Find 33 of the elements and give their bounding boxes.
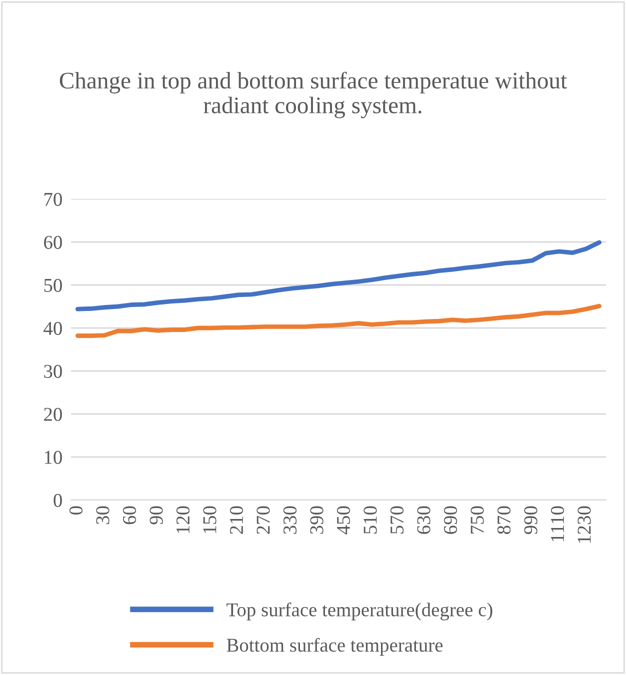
x-tick-label: 750	[470, 506, 484, 534]
x-tick-label: 30	[96, 506, 110, 524]
chart-title: Change in top and bottom surface temperatue without radiant cooling system.	[60, 72, 567, 118]
line-series	[75, 304, 602, 338]
legend-label: Bottom surface temperature	[226, 638, 443, 656]
y-tick-label: 30	[44, 364, 62, 378]
y-tick-label: 60	[44, 236, 62, 249]
x-tick-label: 330	[283, 506, 297, 534]
x-tick-label: 570	[390, 506, 404, 534]
x-tick-label: 990	[524, 506, 538, 534]
x-tick-label: 150	[203, 506, 216, 534]
x-tick-label: 870	[497, 506, 511, 534]
y-tick-label: 20	[44, 408, 62, 421]
x-tick-label: 1110	[550, 506, 564, 542]
x-tick-label: 510	[364, 506, 377, 534]
x-tick-label: 270	[256, 506, 270, 534]
y-tick-label: 10	[44, 450, 62, 464]
x-tick-label: 450	[336, 506, 350, 534]
x-tick-label: 60	[122, 506, 136, 524]
x-tick-label: 690	[444, 506, 458, 534]
x-tick-label: 1230	[578, 506, 591, 543]
x-tick-label: 390	[310, 506, 324, 534]
legend-label: Top surface temperature(degree c)	[226, 602, 492, 620]
x-tick-label: 120	[176, 506, 190, 534]
x-tick-label: 0	[69, 506, 83, 515]
x-tick-label: 90	[150, 506, 163, 524]
y-tick-label: 0	[54, 494, 62, 507]
x-tick-label: 630	[417, 506, 430, 534]
line-series	[75, 240, 602, 312]
y-tick-label: 50	[44, 278, 62, 292]
y-tick-label: 70	[44, 192, 62, 206]
y-tick-label: 40	[44, 322, 62, 335]
x-tick-label: 210	[230, 506, 244, 534]
